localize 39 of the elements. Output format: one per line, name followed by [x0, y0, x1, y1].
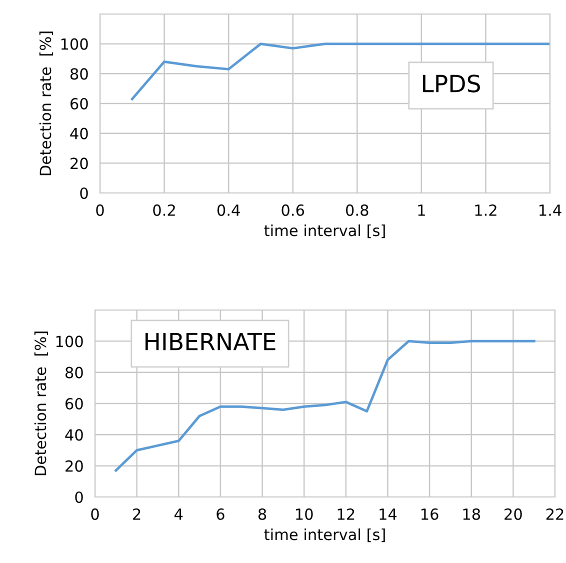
x-tick-label: 0.4	[217, 204, 240, 216]
y-tick-label: 100	[56, 336, 83, 348]
x-tick-label: 8	[258, 508, 266, 520]
y-tick-label: 80	[65, 366, 83, 378]
x-tick-label: 0.2	[153, 204, 175, 216]
x-tick-label: 1.4	[540, 204, 562, 216]
annotation: HIBERNATE	[146, 332, 276, 350]
y-axis-title: Detection rate [%]	[39, 32, 54, 176]
x-tick-label: 0.6	[282, 204, 304, 216]
x-tick-label: 0	[96, 204, 104, 216]
x-tick-label: 2	[133, 508, 140, 520]
x-tick-label: 0.8	[346, 204, 368, 216]
y-tick-label: 80	[70, 68, 88, 80]
line-series	[130, 42, 550, 100]
y-tick-label: 20	[66, 460, 83, 472]
y-tick-label: 40	[70, 128, 88, 140]
y-axis-title: Detection rate [%]	[34, 332, 48, 476]
x-tick-label: 16	[422, 508, 438, 520]
y-tick-label: 40	[65, 429, 83, 441]
x-tick-label: 22	[546, 508, 564, 520]
y-tick-label: 20	[70, 158, 88, 170]
x-tick-label: 12	[338, 508, 354, 520]
y-tick-label: 60	[66, 398, 83, 410]
annotation: LPDS	[423, 74, 480, 92]
x-axis-title: time interval [s]	[264, 224, 385, 238]
y-tick-label: 60	[70, 98, 88, 110]
x-tick-label: 1	[418, 204, 425, 216]
x-tick-label: 14	[380, 508, 397, 520]
y-tick-label: 100	[61, 38, 88, 50]
x-tick-label: 18	[463, 508, 480, 520]
x-tick-label: 1.2	[475, 204, 496, 216]
x-tick-label: 4	[174, 508, 183, 520]
x-axis-title: time interval [s]	[264, 528, 385, 542]
y-tick-label: 0	[75, 491, 83, 504]
x-tick-label: 20	[504, 508, 522, 520]
x-tick-label: 0	[91, 508, 99, 520]
y-tick-label: 0	[80, 187, 88, 200]
x-tick-label: 6	[216, 508, 224, 520]
x-tick-label: 10	[296, 508, 313, 520]
